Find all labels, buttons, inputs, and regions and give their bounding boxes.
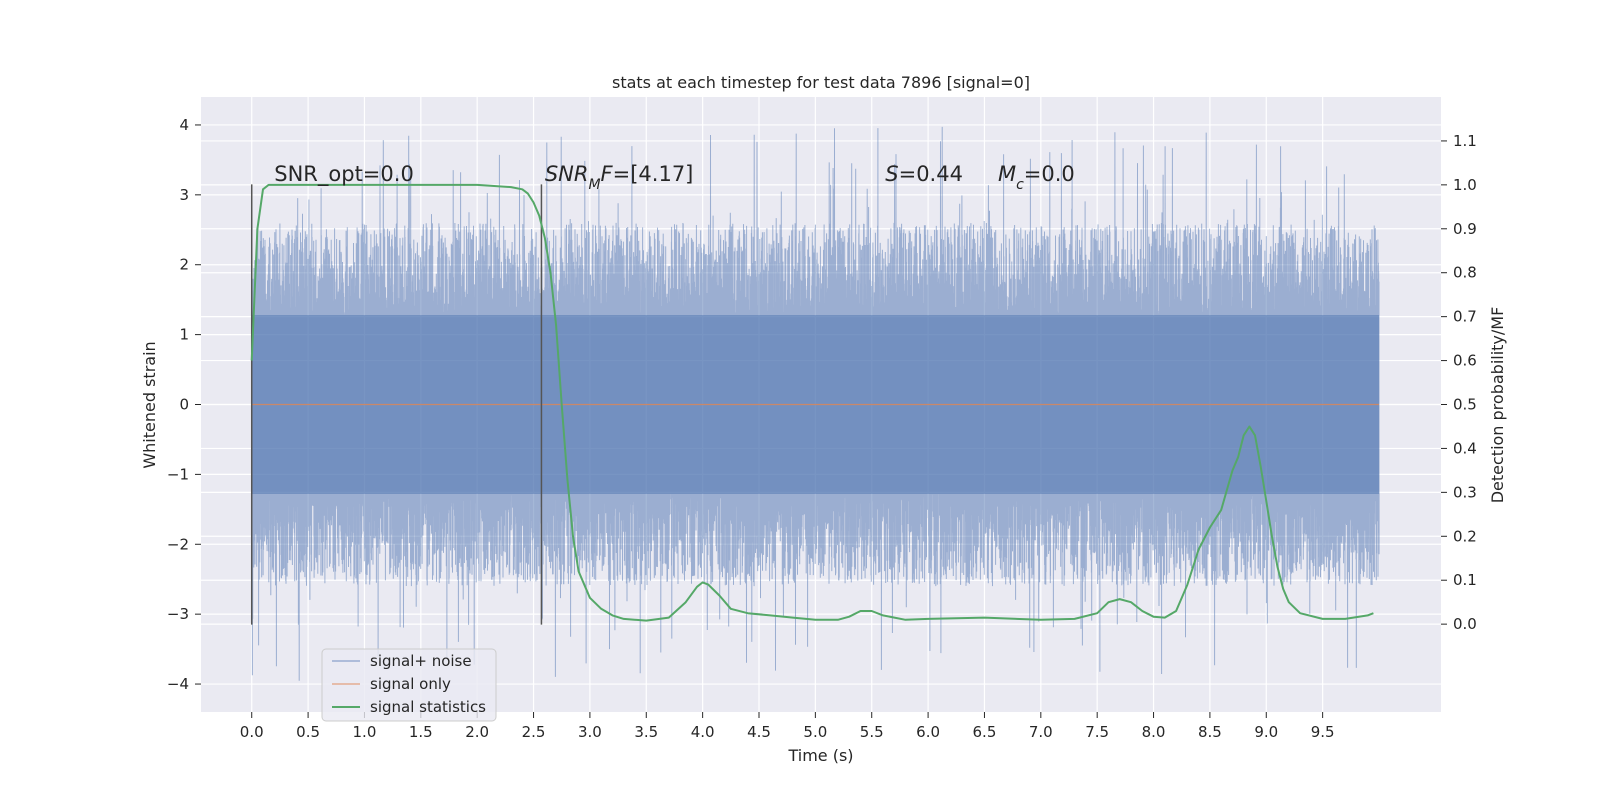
chart-title: stats at each timestep for test data 789… — [612, 73, 1030, 92]
legend: signal+ noise signal only signal statist… — [321, 648, 497, 722]
y-tick-label: 1 — [179, 326, 189, 344]
x-tick-label: 1.5 — [409, 723, 433, 741]
x-tick-label: 6.0 — [916, 723, 940, 741]
y-tick-label: 2 — [179, 256, 189, 274]
series-signal-statistics — [250, 183, 1374, 622]
annotation-mc-value: Mc=0.0 — [998, 162, 1075, 193]
x-tick-label: 8.5 — [1198, 723, 1222, 741]
y-tick-label: 4 — [179, 116, 189, 134]
x-tick-label: 2.5 — [522, 723, 546, 741]
y2-tick-label: 0.0 — [1453, 615, 1477, 633]
y2-tick-label: 0.2 — [1453, 527, 1477, 545]
legend-box — [321, 648, 497, 722]
x-tick-label: 7.5 — [1085, 723, 1109, 741]
x-tick-label: 7.0 — [1029, 723, 1053, 741]
x-tick-label: 2.0 — [465, 723, 489, 741]
annotation-s-value: S=0.44 — [885, 162, 963, 186]
legend-label-signal-only: signal only — [370, 675, 451, 693]
annotation-snr-opt: SNR_opt=0.0 — [274, 162, 414, 187]
y2-tick-label: 0.8 — [1453, 264, 1477, 282]
x-tick-label: 5.0 — [803, 723, 827, 741]
x-tick-label: 1.0 — [353, 723, 377, 741]
signal-statistics-line — [250, 183, 1374, 622]
x-tick-label: 6.5 — [973, 723, 997, 741]
x-tick-label: 0.5 — [296, 723, 320, 741]
y2-tick-label: 0.6 — [1453, 352, 1477, 370]
x-tick-label: 4.0 — [691, 723, 715, 741]
x-tick-label: 0.0 — [240, 723, 264, 741]
y2-tick-label: 0.7 — [1453, 308, 1477, 326]
y2-tick-label: 0.9 — [1453, 220, 1477, 238]
y-axis-label: Whitened strain — [140, 341, 159, 468]
vertical-markers — [250, 184, 543, 625]
x-tick-label: 3.0 — [578, 723, 602, 741]
y-tick-label: −2 — [167, 535, 189, 553]
y2-tick-label: 0.3 — [1453, 483, 1477, 501]
x-axis-label: Time (s) — [787, 746, 853, 765]
x-tick-label: 5.5 — [860, 723, 884, 741]
y2-tick-label: 0.5 — [1453, 396, 1477, 414]
x-tick-label: 4.5 — [747, 723, 771, 741]
y-tick-label: −4 — [167, 675, 189, 693]
ticks: 0.0 0.5 1.0 1.5 2.0 2.5 3.0 3.5 4.0 4.5 5.0 5.5 6.0 6… — [167, 116, 1477, 741]
legend-label-signal-noise: signal+ noise — [370, 652, 472, 670]
y2-axis-label: Detection probability/MF — [1488, 307, 1507, 504]
legend-label-signal-statistics: signal statistics — [370, 698, 486, 716]
y-tick-label: −3 — [167, 605, 189, 623]
annotations: SNR_opt=0.0 SNRMF=[4.17] S=0.44 Mc=0.0 — [274, 162, 1075, 193]
y2-tick-label: 1.0 — [1453, 176, 1477, 194]
y-tick-label: −1 — [167, 465, 189, 483]
y2-tick-label: 0.1 — [1453, 571, 1477, 589]
x-tick-label: 9.0 — [1254, 723, 1278, 741]
annotation-snr-mf: SNRMF=[4.17] — [545, 162, 694, 193]
y-tick-label: 0 — [179, 396, 189, 414]
x-tick-label: 3.5 — [634, 723, 658, 741]
y2-tick-label: 0.4 — [1453, 439, 1477, 457]
noise-trace — [251, 126, 1380, 681]
y2-tick-label: 1.1 — [1453, 132, 1477, 150]
x-tick-label: 9.5 — [1311, 723, 1335, 741]
y-tick-label: 3 — [179, 186, 189, 204]
x-tick-label: 8.0 — [1142, 723, 1166, 741]
